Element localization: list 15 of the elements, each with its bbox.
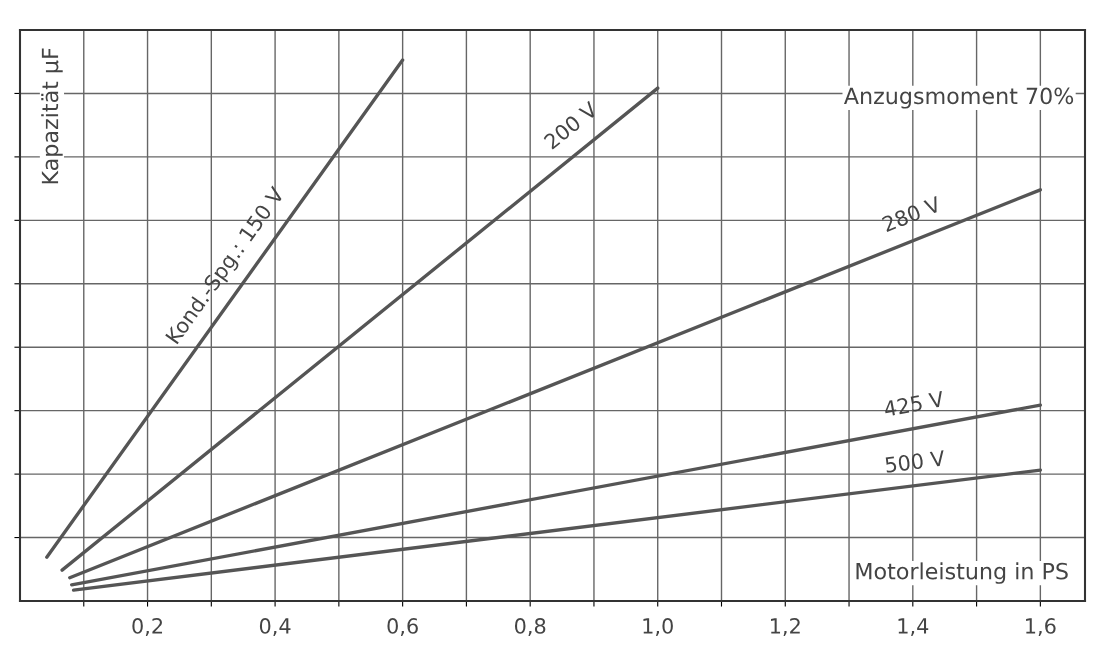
- x-tick-label: 1,2: [770, 618, 800, 636]
- text: 425 V: [883, 390, 945, 417]
- x-tick-label: 0,2: [132, 618, 163, 636]
- x-tick-label: 0,6: [387, 618, 418, 636]
- x-axis-title: Motorleistung in PS: [856, 562, 1068, 584]
- text: 200 V: [543, 100, 599, 150]
- y-axis-title: Kapazität µF: [41, 48, 63, 184]
- text: 280 V: [881, 195, 943, 233]
- x-tick-label: 1,6: [1026, 618, 1056, 636]
- text: 500 V: [885, 450, 946, 473]
- x-tick-label: 0,8: [514, 618, 546, 636]
- x-tick-label: 1,4: [898, 618, 929, 636]
- x-tick-label: 0,4: [259, 618, 291, 636]
- annotation: Anzugsmoment 70%: [844, 87, 1074, 109]
- x-tick-label: 1,0: [643, 618, 673, 636]
